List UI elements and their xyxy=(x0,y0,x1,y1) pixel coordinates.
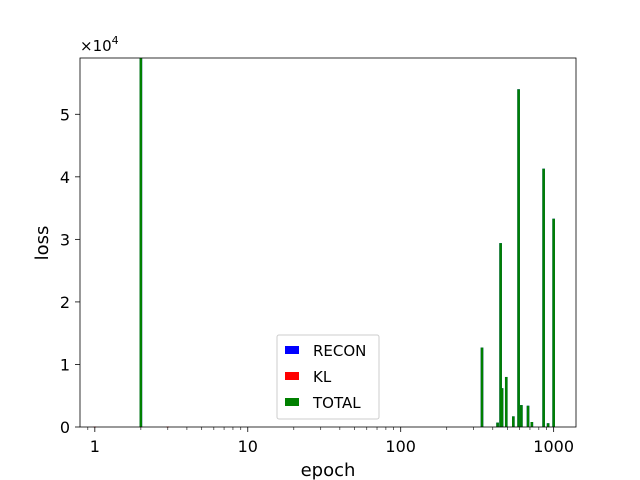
y-tick-label: 3 xyxy=(60,230,70,249)
bar-total-11 xyxy=(542,168,545,427)
bar-total-5 xyxy=(504,376,508,427)
bar-total-12 xyxy=(546,423,550,427)
x-tick-label: 10 xyxy=(238,437,258,456)
bar-total-13 xyxy=(552,218,555,427)
legend-label-kl: KL xyxy=(313,368,332,386)
y-axis: 0 1 2 3 4 5 xyxy=(60,105,80,437)
y-axis-title: loss xyxy=(32,226,53,261)
bar-total-1 xyxy=(480,347,484,427)
x-tick-label: 100 xyxy=(385,437,416,456)
bar-total-9 xyxy=(526,405,530,427)
y-offset-text: ×104 xyxy=(80,34,119,55)
bars-layer xyxy=(93,58,555,428)
x-tick-label: 1000 xyxy=(533,437,574,456)
legend-swatch-total xyxy=(285,398,299,406)
y-tick-label: 2 xyxy=(60,293,70,312)
legend-swatch-kl xyxy=(285,372,299,380)
bar-total-0 xyxy=(139,58,143,427)
plot-frame xyxy=(79,57,577,428)
legend: RECON KL TOTAL xyxy=(276,334,380,420)
bar-total-10 xyxy=(530,422,534,427)
bar-total-7 xyxy=(517,89,520,428)
bar-total-3 xyxy=(499,243,502,427)
legend-swatch-recon xyxy=(285,346,299,354)
y-tick-label: 5 xyxy=(60,105,70,124)
bar-total-6 xyxy=(512,416,515,427)
bar-total-4 xyxy=(500,388,504,427)
x-tick-label: 1 xyxy=(90,437,100,456)
legend-label-recon: RECON xyxy=(313,342,366,360)
bar-total-8 xyxy=(520,405,523,427)
y-tick-label: 1 xyxy=(60,355,70,374)
legend-box xyxy=(276,334,380,420)
legend-label-total: TOTAL xyxy=(312,394,361,412)
y-tick-label: 0 xyxy=(60,418,70,437)
bar-total-2 xyxy=(496,422,499,427)
x-axis: 1 10 100 1000 xyxy=(87,427,574,456)
x-axis-title: epoch xyxy=(301,460,356,480)
y-tick-label: 4 xyxy=(60,168,70,187)
